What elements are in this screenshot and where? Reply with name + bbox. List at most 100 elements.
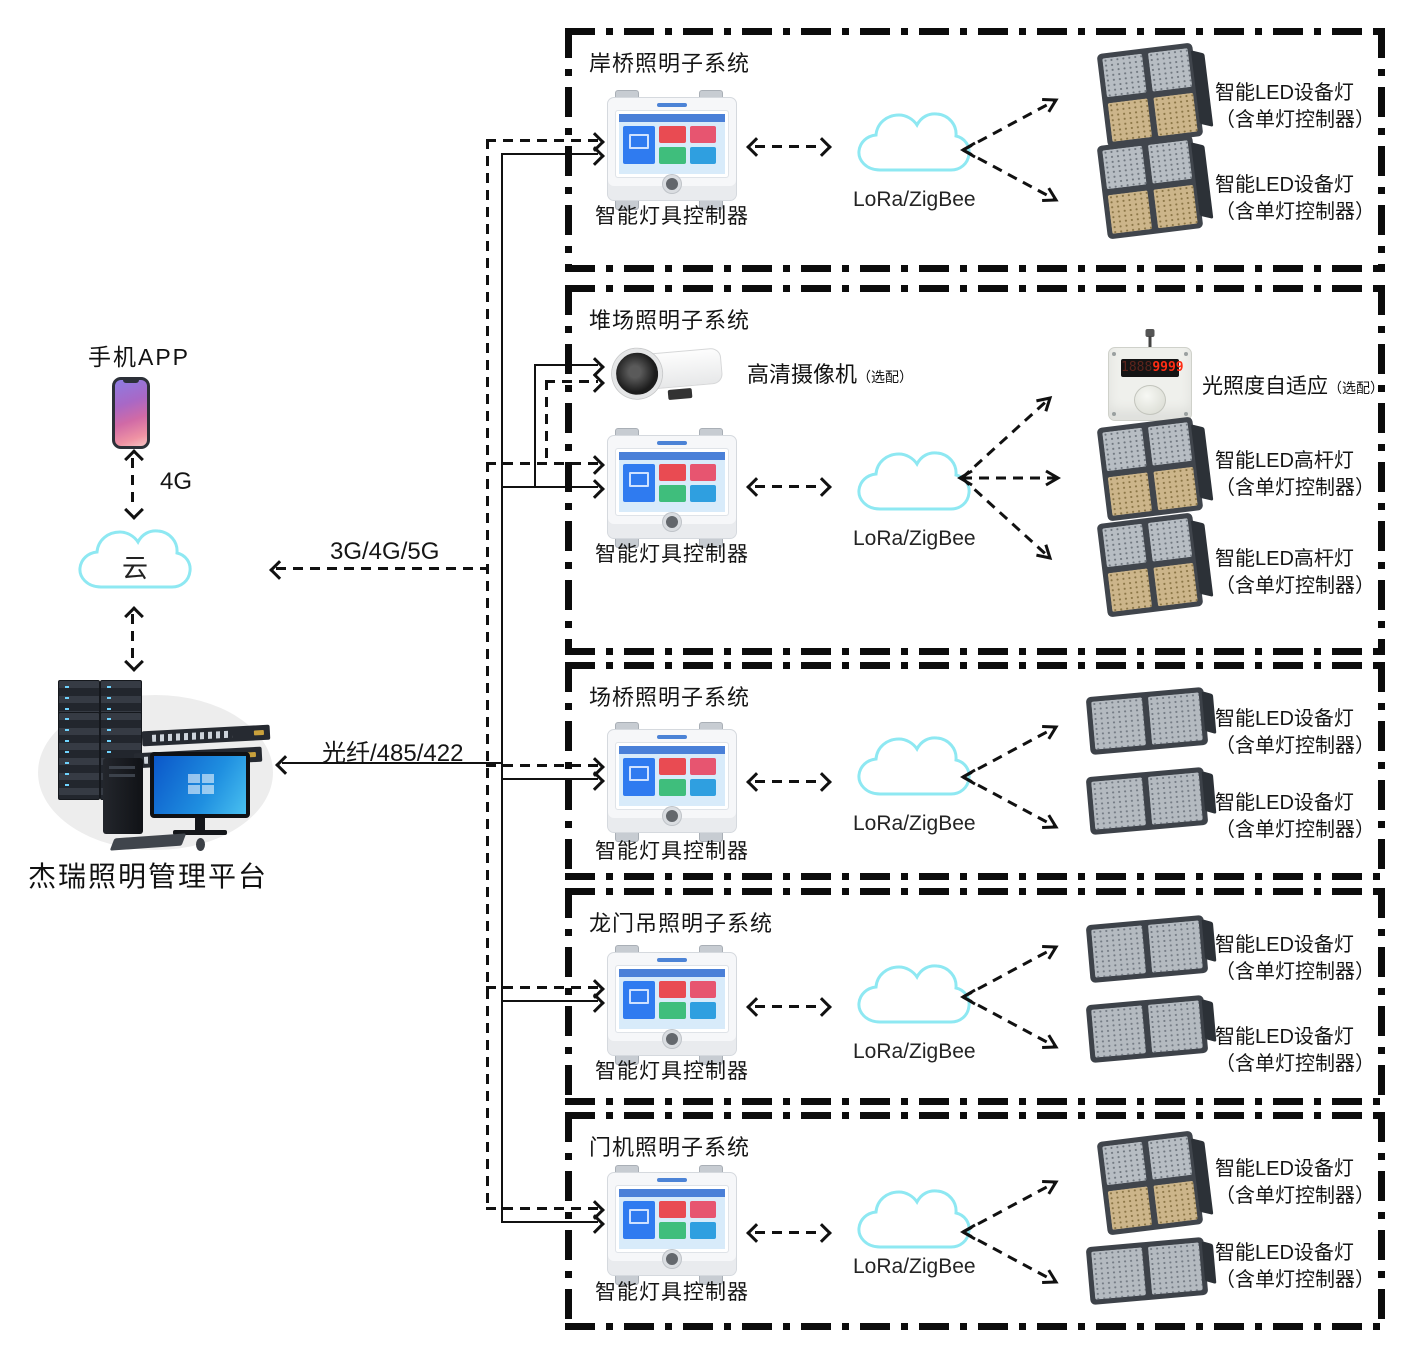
led-floodlight-wide-icon: [1085, 686, 1217, 756]
led-floodlight-wide-icon: [1085, 1236, 1217, 1306]
arrowhead: [275, 755, 295, 775]
controller-cloud-arrow: [755, 780, 821, 783]
arrowhead: [812, 1223, 832, 1243]
light-label: 智能LED高杆灯 （含单灯控制器）: [1215, 450, 1375, 499]
controller-label: 智能灯具控制器: [595, 1281, 749, 1304]
monitor-stand: [195, 818, 205, 830]
box-border: [565, 1112, 1385, 1119]
wireless-link-label: 3G/4G/5G: [330, 538, 440, 565]
box-border: [565, 285, 1385, 292]
arrowhead: [812, 997, 832, 1017]
controller-cloud-arrow: [755, 1005, 821, 1008]
box-border: [565, 1323, 1385, 1330]
subsystem-box-gate-machine: 门机照明子系统 智能灯具控制器 LoRa/ZigBee: [565, 1112, 1385, 1330]
controller-label: 智能灯具控制器: [595, 1060, 749, 1083]
fanout-arrows: [960, 725, 1059, 829]
lora-label: LoRa/ZigBee: [853, 1040, 976, 1063]
sensor-label: 光照度自适应（选配）: [1202, 375, 1384, 398]
fanout-arrows: [960, 98, 1059, 202]
arrowhead: [812, 137, 832, 157]
subsystem-box-yard: 堆场照明子系统 高清摄像机（选配） 智能灯具控制器: [565, 285, 1385, 655]
arrowhead: [746, 477, 766, 497]
controller-cloud-arrow: [755, 1231, 821, 1234]
cloud-text: 云: [121, 553, 148, 583]
camera-branch-dashed-vertical: [545, 380, 548, 463]
arrowhead: [124, 500, 144, 520]
box-border: [1378, 285, 1385, 655]
controller-screen: [615, 1185, 729, 1253]
controller-device: [607, 945, 737, 1065]
subsystem-box-quay-crane: 岸桥照明子系统 智能灯具控制器 LoRa/ZigBee: [565, 28, 1385, 272]
lora-label: LoRa/ZigBee: [853, 527, 976, 550]
led-floodlight-wide-icon: [1085, 994, 1217, 1064]
light-label: 智能LED设备灯 （含单灯控制器）: [1215, 1026, 1375, 1075]
controller-label: 智能灯具控制器: [595, 205, 749, 228]
controller-cloud-arrow: [755, 485, 821, 488]
lora-cloud-icon: [857, 112, 971, 172]
box-border: [565, 648, 1385, 655]
arrowhead: [812, 772, 832, 792]
platform-label: 杰瑞照明管理平台: [28, 861, 269, 892]
led-highmast-icon: [1096, 416, 1214, 522]
box-border: [565, 1098, 1385, 1105]
arrowhead: [746, 997, 766, 1017]
branch-dashed-line: [486, 764, 598, 767]
box-border: [565, 888, 572, 1105]
hd-camera-icon: [610, 337, 727, 405]
box-border: [565, 265, 1385, 272]
led-floodlight-icon: [1096, 1130, 1214, 1236]
branch-dashed-line: [486, 986, 598, 989]
controller-screen: [615, 965, 729, 1033]
camera-branch-solid-vertical: [534, 364, 536, 487]
subsystem-box-gantry-crane: 龙门吊照明子系统 智能灯具控制器 LoRa/ZigBee: [565, 888, 1385, 1105]
desktop-monitor-icon: [150, 752, 250, 818]
4g-label: 4G: [160, 468, 193, 495]
light-label: 智能LED设备灯 （含单灯控制器）: [1215, 82, 1375, 131]
light-label: 智能LED设备灯 （含单灯控制器）: [1215, 708, 1375, 757]
box-border: [565, 28, 1385, 35]
arrowhead: [746, 137, 766, 157]
pc-tower-icon: [103, 758, 143, 834]
lora-label: LoRa/ZigBee: [853, 812, 976, 835]
led-highmast-icon: [1096, 512, 1214, 618]
branch-solid-line: [501, 1221, 598, 1223]
box-border: [565, 873, 1385, 880]
controller-screen: [615, 448, 729, 516]
branch-dashed-line: [486, 139, 598, 142]
box-border: [1378, 1112, 1385, 1330]
branch-solid-line: [501, 778, 598, 780]
led-floodlight-icon: [1096, 42, 1214, 148]
box-title: 门机照明子系统: [589, 1135, 751, 1160]
box-border: [565, 888, 1385, 895]
arrowhead: [124, 652, 144, 672]
trunk-solid-line: [501, 153, 503, 1222]
wired-link-line: [282, 762, 503, 764]
wireless-link-line: [276, 567, 488, 570]
smartphone-icon: [112, 377, 150, 449]
arrowhead: [812, 477, 832, 497]
light-label: 智能LED设备灯 （含单灯控制器）: [1215, 1158, 1375, 1207]
trunk-dashed-line: [486, 139, 489, 1208]
box-border: [565, 28, 572, 272]
light-label: 智能LED设备灯 （含单灯控制器）: [1215, 174, 1375, 223]
branch-dashed-line: [486, 462, 598, 465]
light-sensor-icon: 18889999: [1108, 329, 1192, 421]
controller-device: [607, 428, 737, 548]
lora-label: LoRa/ZigBee: [853, 1255, 976, 1278]
fanout-arrows: [957, 395, 1061, 561]
box-border: [565, 662, 572, 880]
public-cloud-icon: [78, 529, 192, 589]
controller-device: [607, 90, 737, 210]
arrowhead: [746, 772, 766, 792]
controller-screen: [615, 110, 729, 178]
box-border: [1378, 662, 1385, 880]
box-border: [565, 662, 1385, 669]
branch-solid-line: [501, 153, 598, 155]
box-border: [1378, 28, 1385, 272]
box-title: 堆场照明子系统: [589, 308, 751, 333]
box-title: 龙门吊照明子系统: [589, 911, 774, 936]
mouse-icon: [196, 838, 205, 851]
arrowhead: [124, 449, 144, 469]
monitor-base: [173, 830, 227, 835]
